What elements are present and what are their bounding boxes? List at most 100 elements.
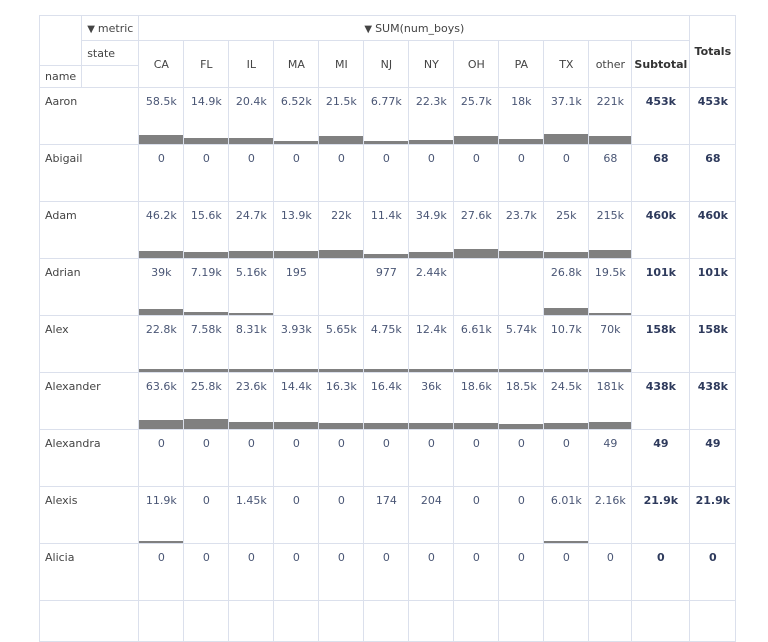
value-bar — [274, 251, 319, 258]
value-bar — [499, 369, 544, 372]
value-bar — [184, 138, 229, 144]
value-text: 25k — [556, 209, 577, 222]
column-header-ny[interactable]: NY — [408, 40, 455, 88]
value-cell — [453, 258, 500, 316]
value-cell: 0 — [183, 543, 230, 601]
row-name-cell[interactable]: Alex — [38, 315, 140, 373]
value-text: 14.9k — [190, 95, 222, 108]
column-header-ma[interactable]: MA — [273, 40, 320, 88]
row-name-cell[interactable]: Alexis — [38, 486, 140, 544]
value-text: 0 — [382, 437, 390, 450]
value-text: 0 — [427, 551, 435, 564]
value-text: 12.4k — [415, 323, 447, 336]
value-text: 16.4k — [370, 380, 402, 393]
value-cell: 0 — [273, 144, 320, 202]
value-bar — [229, 138, 274, 144]
subtotal-cell: 49 — [631, 429, 691, 487]
value-cell — [498, 600, 545, 642]
column-header-other[interactable]: other — [588, 40, 633, 88]
subtotal-cell: 453k — [631, 87, 691, 145]
subtotal-header[interactable]: Subtotal — [631, 40, 691, 88]
value-bar — [139, 420, 184, 429]
value-cell: 14.9k — [183, 87, 230, 145]
value-text: 5.16k — [235, 266, 267, 279]
column-header-oh[interactable]: OH — [453, 40, 500, 88]
total-cell: 158k — [689, 315, 737, 373]
value-cell: 0 — [408, 429, 455, 487]
value-cell: 10.7k — [543, 315, 590, 373]
column-header-ca[interactable]: CA — [138, 40, 185, 88]
value-cell: 0 — [183, 486, 230, 544]
column-header-mi[interactable]: MI — [318, 40, 365, 88]
column-header-il[interactable]: IL — [228, 40, 275, 88]
column-header-nj[interactable]: NJ — [363, 40, 410, 88]
row-name-cell[interactable]: Adam — [38, 201, 140, 259]
value-cell: 0 — [588, 543, 633, 601]
subtotal-cell: 158k — [631, 315, 691, 373]
value-text: 0 — [382, 551, 390, 564]
column-header-tx[interactable]: TX — [543, 40, 590, 88]
value-cell — [588, 600, 633, 642]
metric-title-header[interactable]: ▼ SUM(num_boys) — [138, 15, 691, 41]
value-cell — [408, 600, 455, 642]
value-bar — [544, 252, 589, 258]
value-cell: 4.75k — [363, 315, 410, 373]
value-text: 0 — [157, 551, 165, 564]
value-text: 0 — [157, 152, 165, 165]
value-cell: 63.6k — [138, 372, 185, 430]
value-cell — [273, 600, 320, 642]
value-bar — [589, 369, 632, 372]
value-bar — [499, 424, 544, 429]
value-cell: 18.5k — [498, 372, 545, 430]
row-name-cell[interactable]: Alicia — [38, 543, 140, 601]
value-cell: 0 — [318, 486, 365, 544]
value-cell: 0 — [363, 543, 410, 601]
value-bar — [229, 369, 274, 372]
value-text: 0 — [247, 437, 255, 450]
value-text: 0 — [247, 551, 255, 564]
name-label[interactable]: name — [38, 65, 83, 88]
value-text: 0 — [472, 551, 480, 564]
value-text: 27.6k — [460, 209, 492, 222]
value-cell: 195 — [273, 258, 320, 316]
value-cell: 0 — [138, 144, 185, 202]
value-bar — [184, 312, 229, 315]
table-row: Abigail 0 0 0 0 0 0 0 0 0 0 68 68 68 — [38, 144, 737, 202]
value-text: 0 — [157, 437, 165, 450]
value-text: 0 — [472, 152, 480, 165]
row-name-cell[interactable]: Alexander — [38, 372, 140, 430]
value-text: 18.6k — [460, 380, 492, 393]
value-text: 13.9k — [280, 209, 312, 222]
value-text: 181k — [596, 380, 625, 393]
value-text: 11.4k — [370, 209, 402, 222]
value-text: 8.31k — [235, 323, 267, 336]
value-bar — [589, 422, 632, 429]
value-cell: 22.3k — [408, 87, 455, 145]
value-bar — [499, 139, 544, 144]
value-text: 5.74k — [505, 323, 537, 336]
column-header-fl[interactable]: FL — [183, 40, 230, 88]
value-bar — [454, 369, 499, 372]
value-cell: 0 — [183, 429, 230, 487]
value-text: 21.5k — [325, 95, 357, 108]
column-header-pa[interactable]: PA — [498, 40, 545, 88]
row-name-cell[interactable]: Abigail — [38, 144, 140, 202]
value-cell: 14.4k — [273, 372, 320, 430]
total-cell: 460k — [689, 201, 737, 259]
value-bar — [364, 423, 409, 429]
value-cell: 68 — [588, 144, 633, 202]
value-cell: 1.45k — [228, 486, 275, 544]
value-text: 174 — [375, 494, 397, 507]
totals-header[interactable]: Totals — [689, 15, 737, 88]
value-cell: 18k — [498, 87, 545, 145]
value-text: 6.77k — [370, 95, 402, 108]
row-name-cell[interactable]: Aaron — [38, 87, 140, 145]
value-cell: 0 — [363, 144, 410, 202]
value-text: 0 — [562, 551, 570, 564]
value-bar — [319, 423, 364, 429]
row-name-cell[interactable]: Alexandra — [38, 429, 140, 487]
table-row: Alexis 11.9k 0 1.45k 0 0 174 204 0 0 6.01k 2.16k 21.… — [38, 486, 737, 544]
row-name-cell[interactable]: Adrian — [38, 258, 140, 316]
value-text: 0 — [562, 152, 570, 165]
metric-header[interactable]: ▼ metric — [81, 15, 140, 41]
